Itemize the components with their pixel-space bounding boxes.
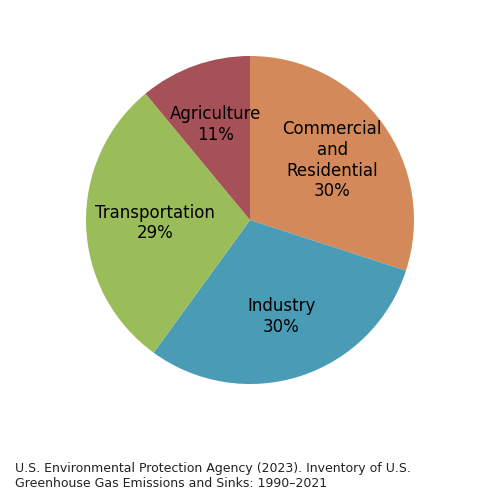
Text: U.S. Environmental Protection Agency (2023). Inventory of U.S.
Greenhouse Gas Em: U.S. Environmental Protection Agency (20… [15, 462, 411, 490]
Text: Transportation
29%: Transportation 29% [95, 204, 215, 242]
Wedge shape [250, 56, 414, 270]
Wedge shape [86, 94, 250, 352]
Text: Industry
30%: Industry 30% [247, 298, 316, 336]
Text: Commercial
and
Residential
30%: Commercial and Residential 30% [282, 120, 382, 200]
Text: Agriculture
11%: Agriculture 11% [170, 105, 261, 144]
Wedge shape [146, 56, 250, 220]
Wedge shape [154, 220, 406, 384]
